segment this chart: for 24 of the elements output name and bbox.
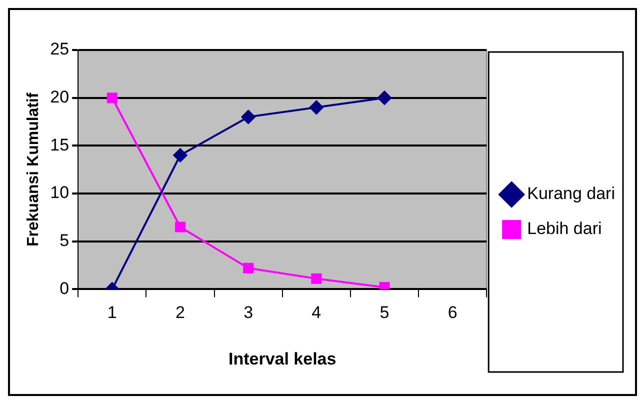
point <box>106 92 118 104</box>
x-tick-label: 2 <box>176 303 185 322</box>
point <box>173 148 188 162</box>
x-tick-label: 5 <box>380 303 390 322</box>
point <box>243 262 254 274</box>
point <box>174 222 186 232</box>
y-axis-title: Frekuansi Kumulatif <box>25 92 42 247</box>
x-tick-label: 1 <box>107 303 117 322</box>
legend-label: Kurang dari <box>527 184 615 204</box>
x-tick-label: 3 <box>244 303 254 322</box>
y-tick-label: 20 <box>50 88 70 107</box>
point <box>241 110 256 124</box>
point <box>311 273 322 284</box>
x-axis-title: Interval kelas <box>228 349 336 368</box>
legend-label: Lebih dari <box>527 219 602 238</box>
y-tick-label: 0 <box>60 278 70 298</box>
point <box>309 100 324 114</box>
y-tick-label: 25 <box>50 40 70 59</box>
x-tick-label: 6 <box>448 303 458 322</box>
y-tick-label: 10 <box>50 183 70 202</box>
y-tick-label: 15 <box>50 135 70 154</box>
point <box>377 90 392 105</box>
y-tick-label: 5 <box>60 231 70 250</box>
x-tick-label: 4 <box>312 303 322 322</box>
